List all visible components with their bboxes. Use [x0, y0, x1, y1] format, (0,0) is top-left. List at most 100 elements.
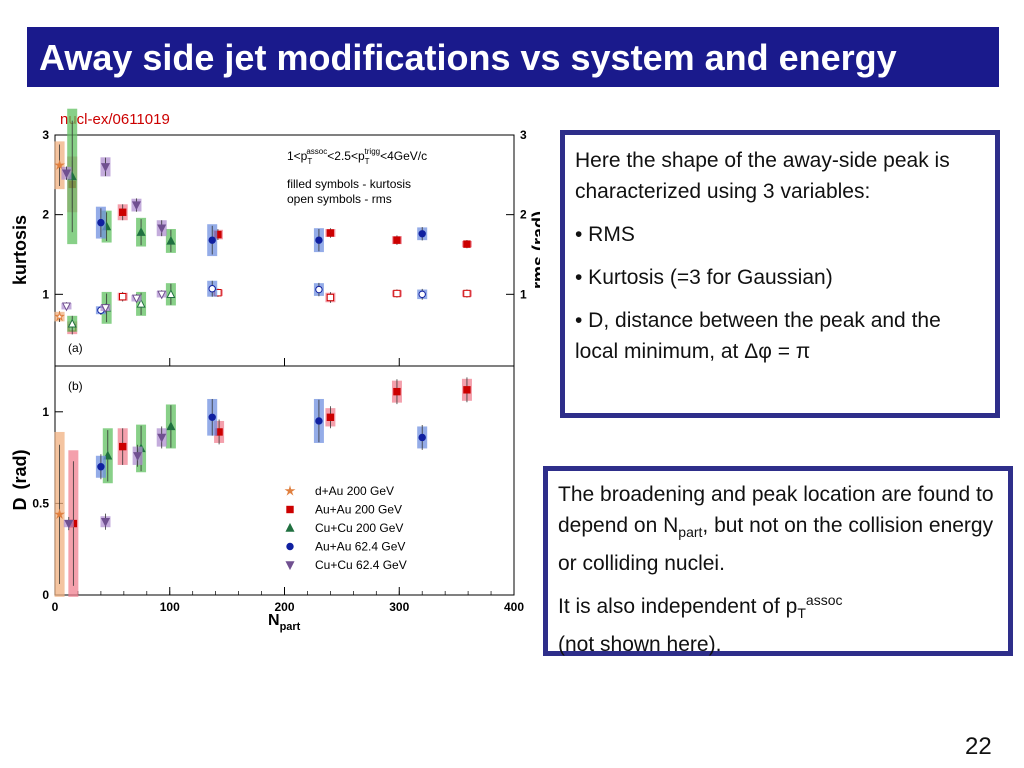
y-tick-label-a-left-1: 2: [42, 208, 49, 222]
box1-bullet-kurtosis: • Kurtosis (=3 for Gaussian): [575, 266, 833, 289]
x-tick-label-2: 200: [274, 600, 294, 614]
kurtosis-s1-point-5: [463, 240, 471, 248]
info-box-conclusion: The broadening and peak location are fou…: [543, 466, 1013, 656]
d-s3-point-0: [97, 463, 105, 471]
y-tick-label-a-left-2: 3: [42, 128, 49, 142]
page-number: 22: [965, 733, 992, 760]
legend-label-0: d+Au 200 GeV: [315, 484, 394, 498]
rms-s0-point-0: [54, 310, 65, 322]
kurtosis-s2-point-2: [136, 227, 146, 236]
y-label-kurtosis: kurtosis: [10, 215, 30, 285]
reference-label: nucl-ex/0611019: [60, 111, 170, 128]
y-tick-label-a-right-2: 3: [520, 128, 527, 142]
rms-s1-point-4: [393, 289, 401, 298]
rms-s4-point-1: [100, 304, 111, 313]
y-tick-label-b-1: 0.5: [32, 496, 49, 510]
kurtosis-s1-point-1: [119, 208, 127, 216]
y-label-rms: rms (rad): [529, 211, 540, 289]
rms-s4-point-2: [131, 294, 141, 304]
d-s1-point-4: [393, 387, 401, 396]
y-tick-label-a-right-0: 1: [520, 287, 527, 301]
box1-bullet-d: • D, distance between the peak and the l…: [575, 309, 941, 363]
rms-s1-point-3: [326, 293, 335, 302]
kurtosis-s4-point-0: [61, 169, 71, 179]
kurtosis-s3-point-2: [315, 236, 323, 244]
rms-s1-point-1: [119, 293, 127, 301]
panel-b-marks: [54, 377, 472, 597]
panel-a-marks: [54, 108, 472, 335]
legend-label-2: Cu+Cu 200 GeV: [315, 521, 403, 535]
d-s4-point-1: [100, 518, 111, 527]
cut-text: 1<pTassoc<2.5<pTtrigg<4GeV/c: [287, 147, 427, 166]
y-tick-label-a-left-0: 1: [42, 287, 49, 301]
legend-marker-4: [285, 561, 295, 571]
d-s1-point-3: [326, 413, 335, 421]
legend-label-1: Au+Au 200 GeV: [315, 503, 402, 517]
y-tick-label-b-0: 0: [42, 588, 49, 602]
x-label-sub: part: [280, 621, 301, 633]
x-label: Npart: [268, 612, 301, 633]
legend-label-4: Cu+Cu 62.4 GeV: [315, 558, 407, 572]
legend: d+Au 200 GeV Au+Au 200 GeV Cu+Cu 200 GeV Au…: [284, 484, 407, 572]
legend-marker-3: [286, 542, 294, 551]
kurtosis-s0-point-0: [54, 159, 66, 170]
slide-title: Away side jet modifications vs system an…: [39, 37, 897, 78]
kurtosis-s1-point-3: [326, 229, 335, 237]
note-filled: filled symbols - kurtosis: [287, 177, 411, 191]
info-box-variables: Here the shape of the away-side peak is …: [560, 130, 1000, 418]
y-label-d-unit: (rad): [10, 449, 30, 489]
d-s1-point-1: [119, 442, 127, 451]
title-bar: Away side jet modifications vs system an…: [27, 27, 999, 87]
box2-line2: It is also independent of pTassoc (not sh…: [558, 592, 843, 657]
d-s3-point-3: [418, 433, 426, 442]
kurtosis-s1-point-4: [393, 236, 401, 244]
legend-marker-0: [284, 485, 296, 496]
note-open: open symbols - rms: [287, 192, 392, 206]
kurtosis-s2-point-3: [166, 235, 176, 245]
rms-s2-point-2: [136, 298, 146, 308]
d-s2-point-2: [166, 421, 176, 431]
d-s3-point-1: [208, 413, 216, 421]
panel-b-frame: [54, 365, 515, 596]
panel-a-ticks: [54, 134, 515, 366]
d-s0-point-0: [54, 508, 66, 519]
figure: d+Au 200 GeV Au+Au 200 GeV Cu+Cu 200 GeV Au…: [10, 108, 540, 633]
kurtosis-s3-point-0: [97, 218, 105, 227]
y-tick-label-a-right-1: 2: [520, 208, 527, 222]
y-tick-label-b-2: 1: [42, 405, 49, 419]
legend-marker-1: [286, 505, 294, 514]
d-s2-point-0: [103, 450, 113, 460]
legend-marker-2: [285, 522, 295, 532]
kurtosis-s3-point-3: [418, 230, 426, 238]
box2-line1: The broadening and peak location are fou…: [558, 483, 994, 576]
panel-a-frame: [54, 134, 515, 367]
kurtosis-s4-point-3: [157, 224, 167, 234]
rms-s1-point-5: [463, 289, 471, 298]
d-s4-point-0: [64, 519, 74, 529]
kurtosis-s4-point-1: [100, 163, 111, 172]
kurtosis-s3-point-1: [208, 236, 216, 244]
tick-labels: 0 100 200 300 400 1 1 2 2 3 3 0 0.5 1: [32, 128, 527, 614]
y-label-d: D (rad): [10, 449, 30, 510]
y-label-d-main: D: [10, 498, 30, 511]
rms-s3-point-3: [418, 290, 426, 299]
d-s4-point-3: [157, 433, 167, 443]
box1-bullet-rms: • RMS: [575, 223, 635, 246]
x-tick-label-4: 400: [504, 600, 524, 614]
x-label-main: N: [268, 612, 280, 629]
d-s3-point-2: [315, 417, 323, 425]
rms-s3-point-1: [208, 285, 216, 293]
d-s4-point-2: [133, 452, 143, 461]
rms-s2-point-3: [166, 289, 176, 299]
panel-b-label: (b): [68, 379, 83, 393]
x-tick-label-1: 100: [160, 600, 180, 614]
box1-intro: Here the shape of the away-side peak is …: [575, 149, 950, 203]
rms-s4-point-0: [61, 302, 71, 312]
legend-label-3: Au+Au 62.4 GeV: [315, 540, 405, 554]
x-tick-label-0: 0: [52, 600, 59, 614]
rms-s4-point-3: [157, 290, 167, 300]
x-tick-label-3: 300: [389, 600, 409, 614]
panel-a-label: (a): [68, 341, 83, 355]
rms-s2-point-0: [67, 318, 77, 328]
kurtosis-s4-point-2: [131, 201, 141, 211]
